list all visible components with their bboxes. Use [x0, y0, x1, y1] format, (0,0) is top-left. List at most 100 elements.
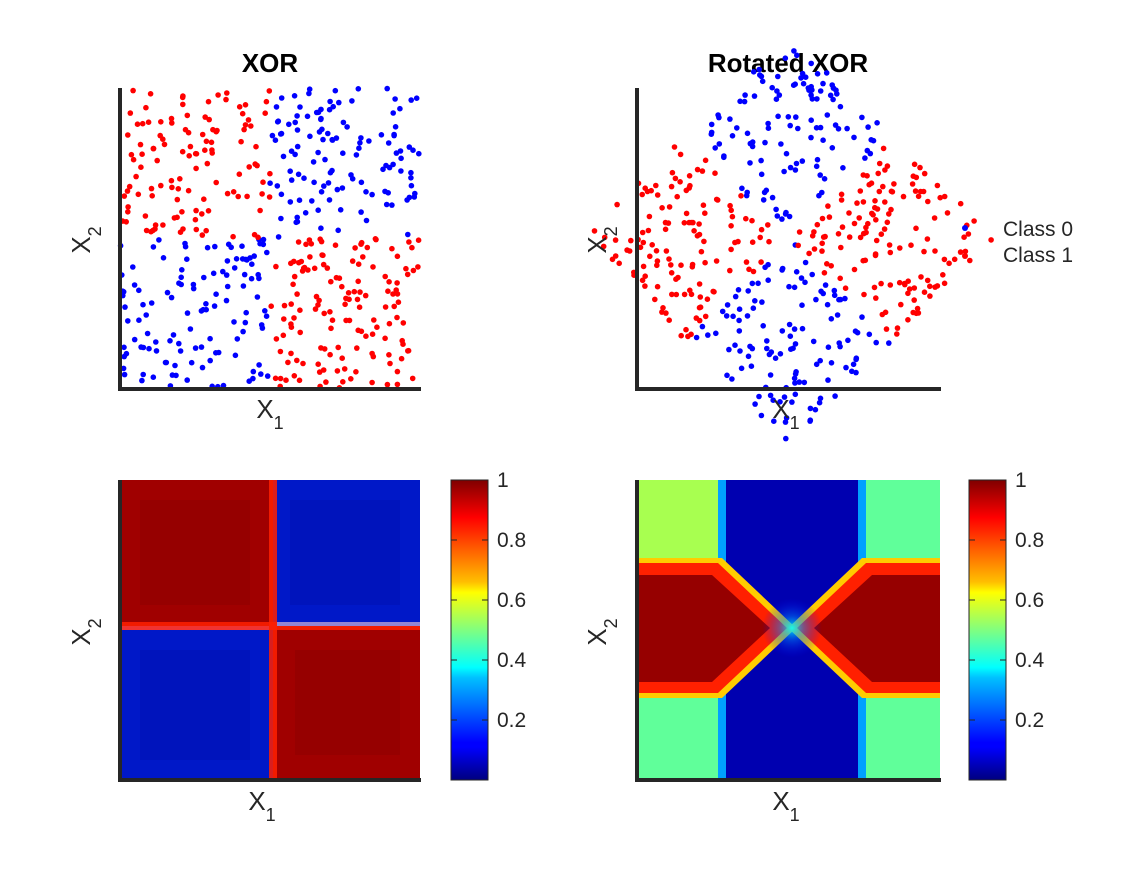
- rotated-xor-point-class-1: [927, 283, 933, 290]
- rotated-xor-point-class-1: [689, 261, 696, 268]
- rotated-xor-point-class-1: [642, 273, 648, 280]
- rotated-xor-point-class-0: [853, 369, 859, 376]
- xor-point-class-1: [405, 348, 411, 354]
- xor-point-class-1: [364, 244, 371, 251]
- xor-point-class-0: [390, 110, 397, 116]
- rotated-xor-point-class-1: [860, 172, 867, 178]
- xor-point-class-1: [318, 345, 324, 351]
- rotated-xor-point-class-0: [787, 333, 794, 340]
- xor-point-class-1: [291, 273, 298, 280]
- xor-point-class-1: [272, 375, 279, 382]
- rotated-xor-point-class-1: [653, 248, 660, 254]
- rotated-xor-point-class-0: [814, 96, 820, 102]
- rotated-xor-point-class-0: [774, 88, 780, 94]
- rotated-xor-point-class-1: [921, 248, 927, 255]
- xor-point-class-0: [156, 237, 162, 243]
- rotated-xor-point-class-0: [756, 393, 762, 400]
- rotated-xor-point-class-1: [889, 189, 896, 195]
- rotated-xor-point-class-0: [762, 139, 768, 146]
- rotated-xor-colorbar-tick-label: 1: [1015, 469, 1027, 492]
- rotated-xor-point-class-0: [824, 112, 831, 118]
- xor-point-class-0: [378, 132, 385, 138]
- rotated-xor-point-class-1: [642, 283, 648, 289]
- rotated-xor-point-class-0: [813, 361, 820, 368]
- rotated-xor-point-class-0: [699, 323, 706, 330]
- xor-point-class-1: [291, 373, 298, 379]
- xor-point-class-0: [332, 87, 339, 94]
- xor-point-class-0: [179, 267, 185, 273]
- xor-point-class-0: [148, 300, 155, 306]
- rotated-xor-colorbar-gradient: [968, 479, 1007, 781]
- xor-point-class-1: [294, 291, 300, 297]
- xor-colorbar-tick-label: 0.6: [497, 589, 526, 612]
- xor-point-class-1: [202, 114, 208, 120]
- rotated-xor-point-class-0: [825, 377, 831, 383]
- rotated-xor-point-class-0: [742, 92, 748, 98]
- xor-point-class-1: [305, 267, 311, 273]
- xor-point-class-1: [124, 188, 131, 194]
- xor-point-class-0: [287, 168, 294, 174]
- legend-marker-class-0: [962, 225, 968, 231]
- xor-point-class-0: [383, 201, 390, 208]
- xor-point-class-0: [212, 243, 218, 250]
- xor-point-class-0: [198, 308, 205, 314]
- rotated-xor-point-class-1: [931, 215, 938, 221]
- rotated-xor-point-class-1: [856, 215, 862, 221]
- xor-point-class-1: [199, 211, 205, 217]
- xor-point-class-1: [125, 132, 131, 138]
- rotated-xor-point-class-1: [645, 227, 652, 234]
- rotated-xor-point-class-1: [659, 309, 665, 315]
- xor-point-class-1: [369, 331, 376, 338]
- rotated-xor-point-class-0: [791, 48, 797, 54]
- rotated-xor-point-class-1: [729, 213, 736, 220]
- xor-point-class-1: [248, 123, 254, 129]
- xor-point-class-1: [382, 335, 388, 342]
- rotated-xor-point-class-1: [738, 193, 744, 199]
- rotated-xor-point-class-1: [915, 193, 922, 200]
- rotated-xor-point-class-1: [873, 295, 879, 301]
- rotated-xor-point-class-0: [747, 343, 753, 350]
- xor-point-class-0: [411, 194, 418, 200]
- xor-point-class-0: [297, 104, 303, 110]
- rotated-xor-point-class-1: [908, 242, 914, 248]
- xor-heat-core-top-left: [140, 500, 250, 605]
- rotated-xor-point-class-0: [808, 117, 814, 123]
- rotated-xor-point-class-1: [819, 215, 826, 222]
- xor-point-class-0: [344, 124, 350, 130]
- rotated-xor-point-class-1: [865, 220, 871, 227]
- rotated-xor-point-class-1: [672, 175, 679, 182]
- rotated-xor-point-class-0: [778, 141, 784, 147]
- xor-heat-border-tr-mid: [277, 622, 420, 626]
- rotated-xor-point-class-0: [762, 264, 768, 271]
- rotated-xor-point-class-1: [727, 202, 733, 209]
- rotated-xor-point-class-1: [628, 237, 634, 244]
- xor-point-class-1: [252, 161, 258, 167]
- rotated-xor-point-class-0: [868, 137, 874, 143]
- xor-point-class-0: [140, 301, 146, 308]
- xor-point-class-1: [409, 375, 416, 382]
- rotated-xor-point-class-1: [912, 188, 919, 194]
- rotated-xor-point-class-1: [872, 198, 878, 204]
- rotated-xor-point-class-0: [777, 351, 784, 357]
- rotated-xor-point-class-1: [854, 200, 860, 206]
- rotated-xor-point-class-0: [759, 299, 765, 305]
- xor-point-class-0: [302, 210, 309, 216]
- rotated-xor-point-class-0: [758, 412, 765, 419]
- xor-point-class-1: [300, 360, 306, 367]
- rotated-xor-point-class-0: [792, 81, 798, 87]
- xor-point-class-1: [137, 141, 144, 148]
- rotated-xor-point-class-1: [898, 301, 904, 308]
- xor-point-class-0: [295, 171, 302, 178]
- xor-point-class-1: [169, 184, 175, 191]
- rot-heat-center-glow: [762, 598, 822, 658]
- rotated-xor-point-class-1: [846, 210, 852, 216]
- xor-point-class-1: [315, 302, 321, 308]
- xor-point-class-0: [315, 149, 321, 156]
- xor-point-class-0: [335, 227, 342, 234]
- xor-point-class-0: [304, 113, 311, 120]
- rotated-xor-point-class-0: [767, 392, 774, 399]
- rotated-xor-point-class-0: [792, 371, 799, 377]
- xor-point-class-1: [410, 267, 417, 274]
- xor-point-class-0: [262, 308, 268, 314]
- xor-point-class-0: [259, 325, 266, 331]
